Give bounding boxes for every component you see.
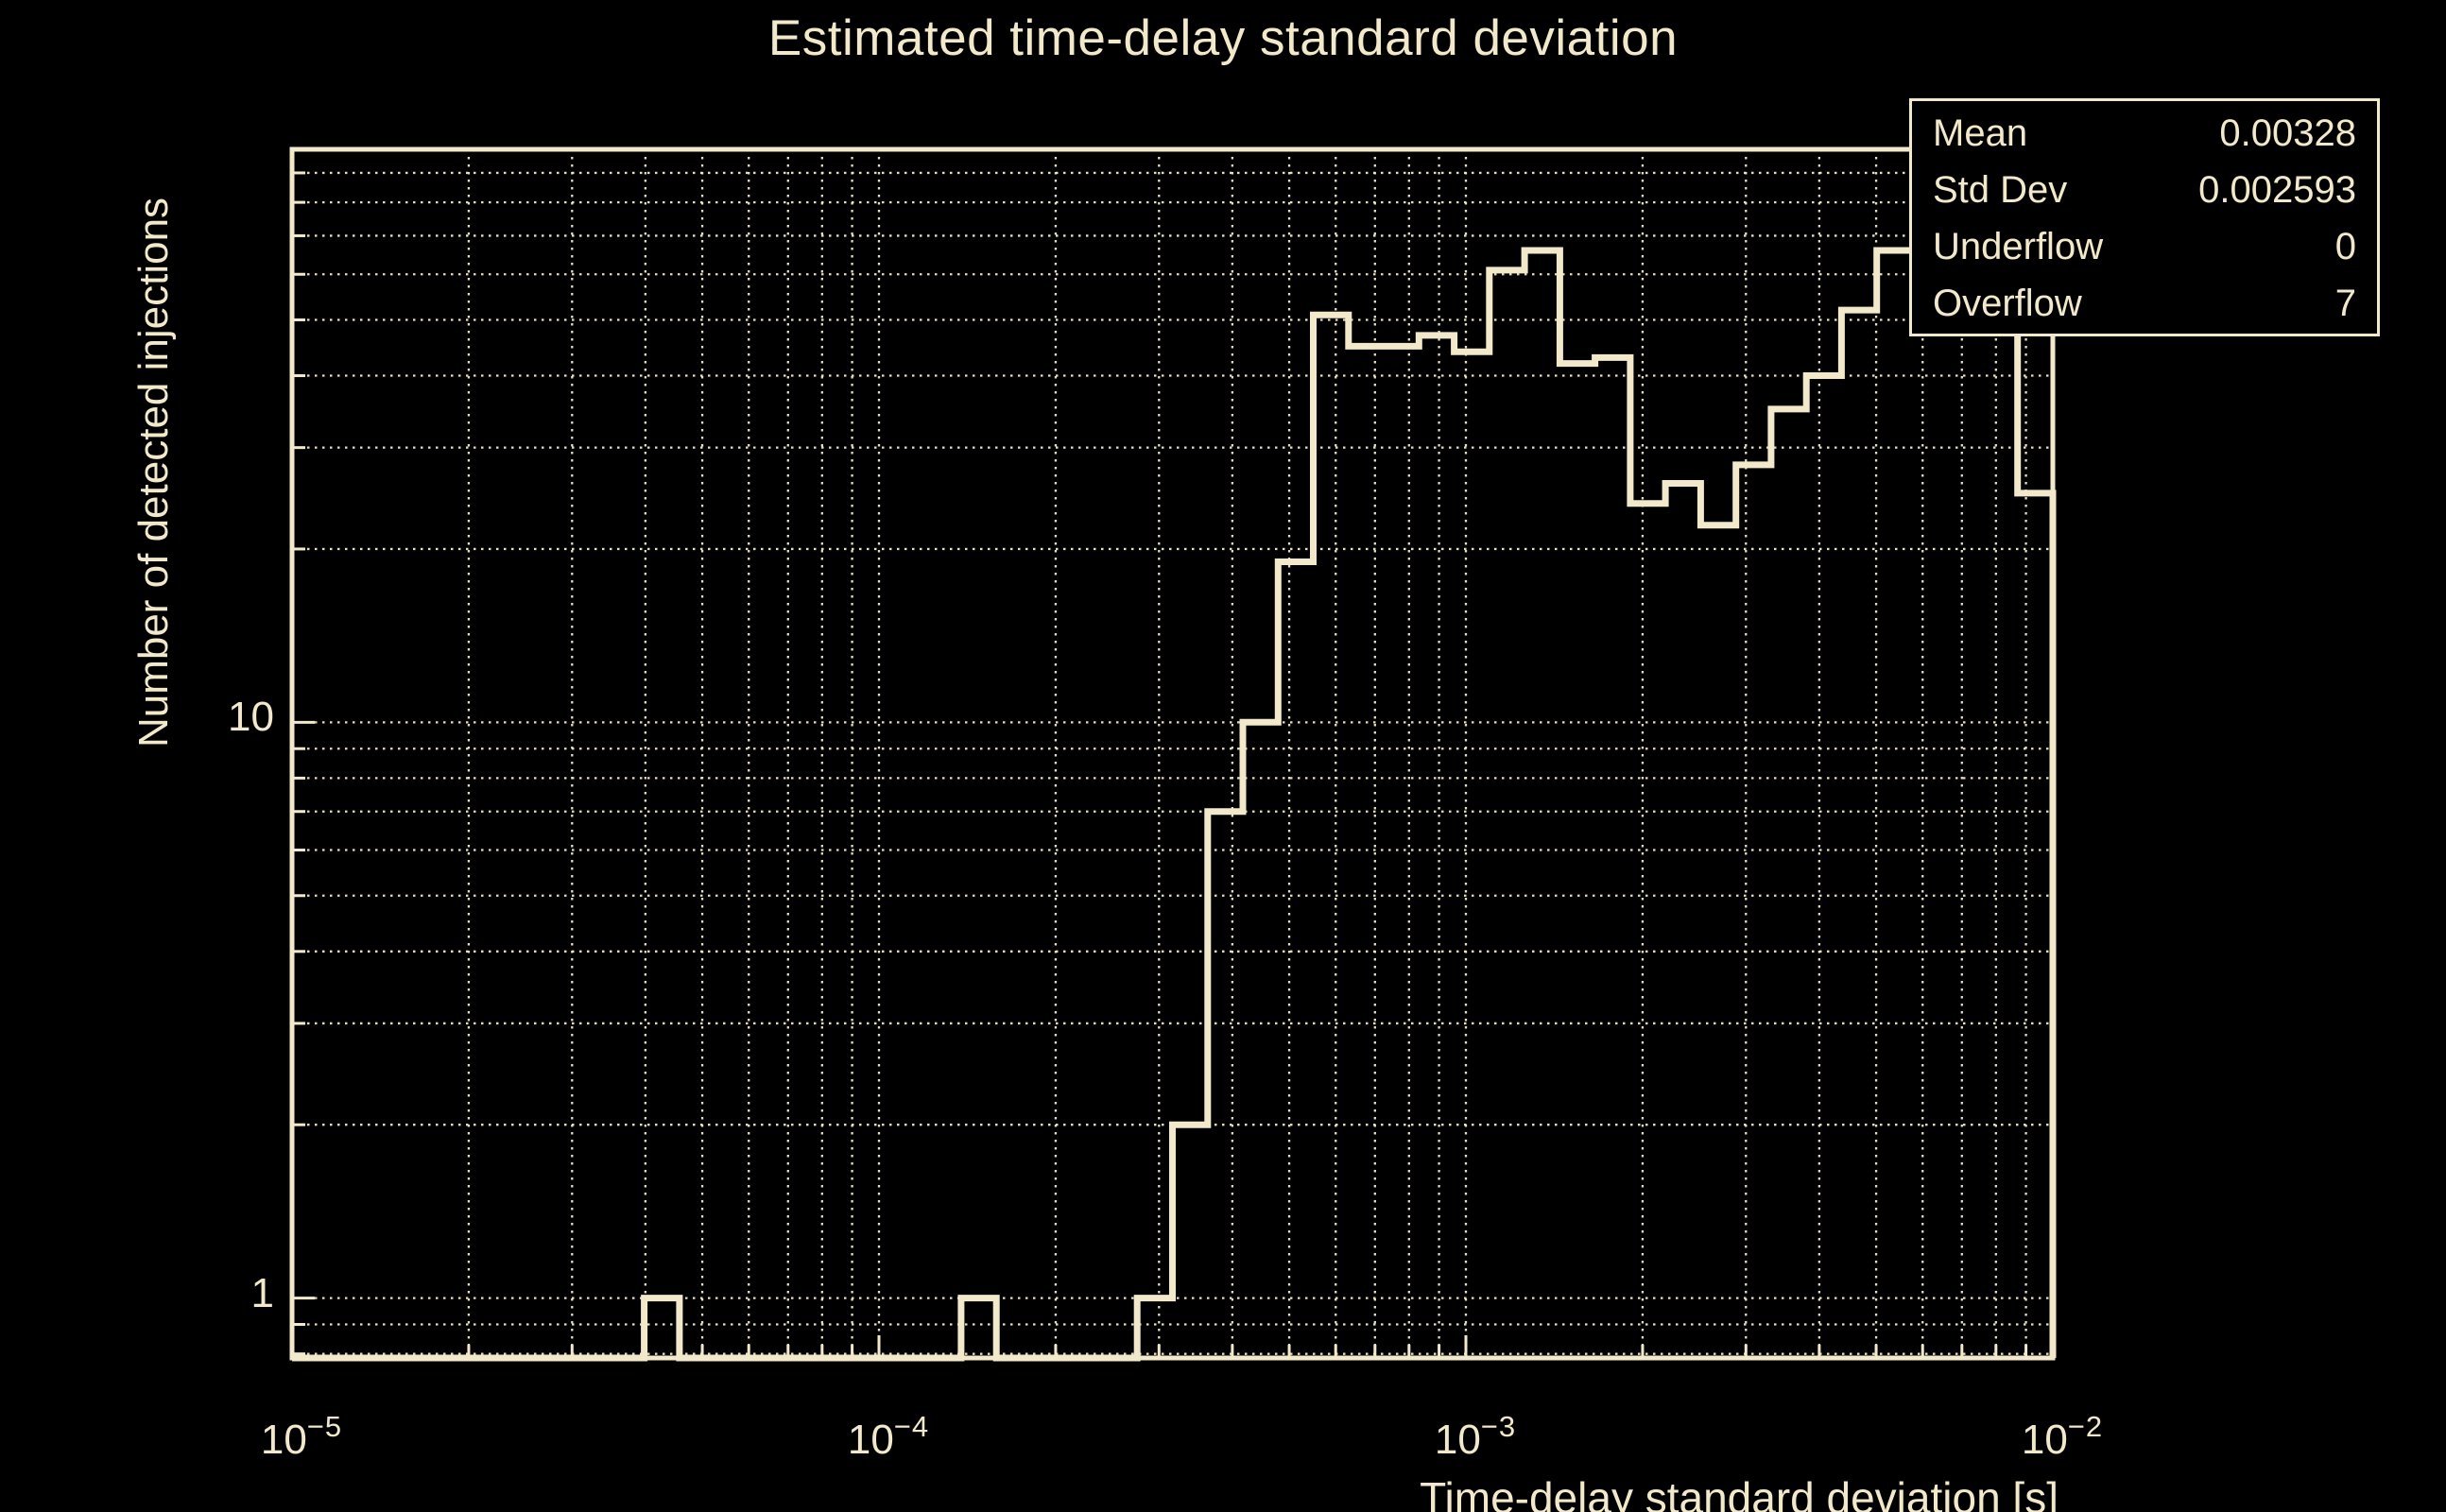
stats-row-underflow: Underflow 0 [1933, 218, 2356, 275]
x-axis-title: Time-delay standard deviation [s] [1420, 1473, 2058, 1512]
stats-label: Underflow [1933, 226, 2104, 267]
histogram-line [292, 247, 2057, 1362]
stats-box: Mean 0.00328 Std Dev 0.002593 Underflow … [1909, 98, 2380, 336]
y-tick-label: 1 [250, 1269, 274, 1316]
stats-row-mean: Mean 0.00328 [1933, 105, 2356, 162]
stats-value: 0 [2334, 226, 2356, 267]
plot-frame [289, 146, 2056, 1361]
stats-row-stddev: Std Dev 0.002593 [1933, 162, 2356, 218]
stats-row-overflow: Overflow 7 [1933, 275, 2356, 332]
stats-value: 0.002593 [2198, 169, 2356, 211]
stats-label: Mean [1933, 112, 2028, 154]
y-axis-title: Number of detected injections [130, 197, 177, 748]
chart-title: Estimated time-delay standard deviation [767, 10, 1679, 66]
x-tick-label: 10−2 [2021, 1410, 2104, 1463]
stats-label: Overflow [1933, 283, 2082, 324]
stats-label: Std Dev [1933, 169, 2068, 211]
stats-value: 0.00328 [2219, 112, 2356, 154]
x-tick-label: 10−4 [847, 1410, 930, 1463]
x-tick-label: 10−3 [1434, 1410, 1517, 1463]
stats-value: 7 [2334, 283, 2356, 324]
y-tick-label: 10 [228, 694, 274, 741]
x-tick-label: 10−5 [260, 1410, 343, 1463]
